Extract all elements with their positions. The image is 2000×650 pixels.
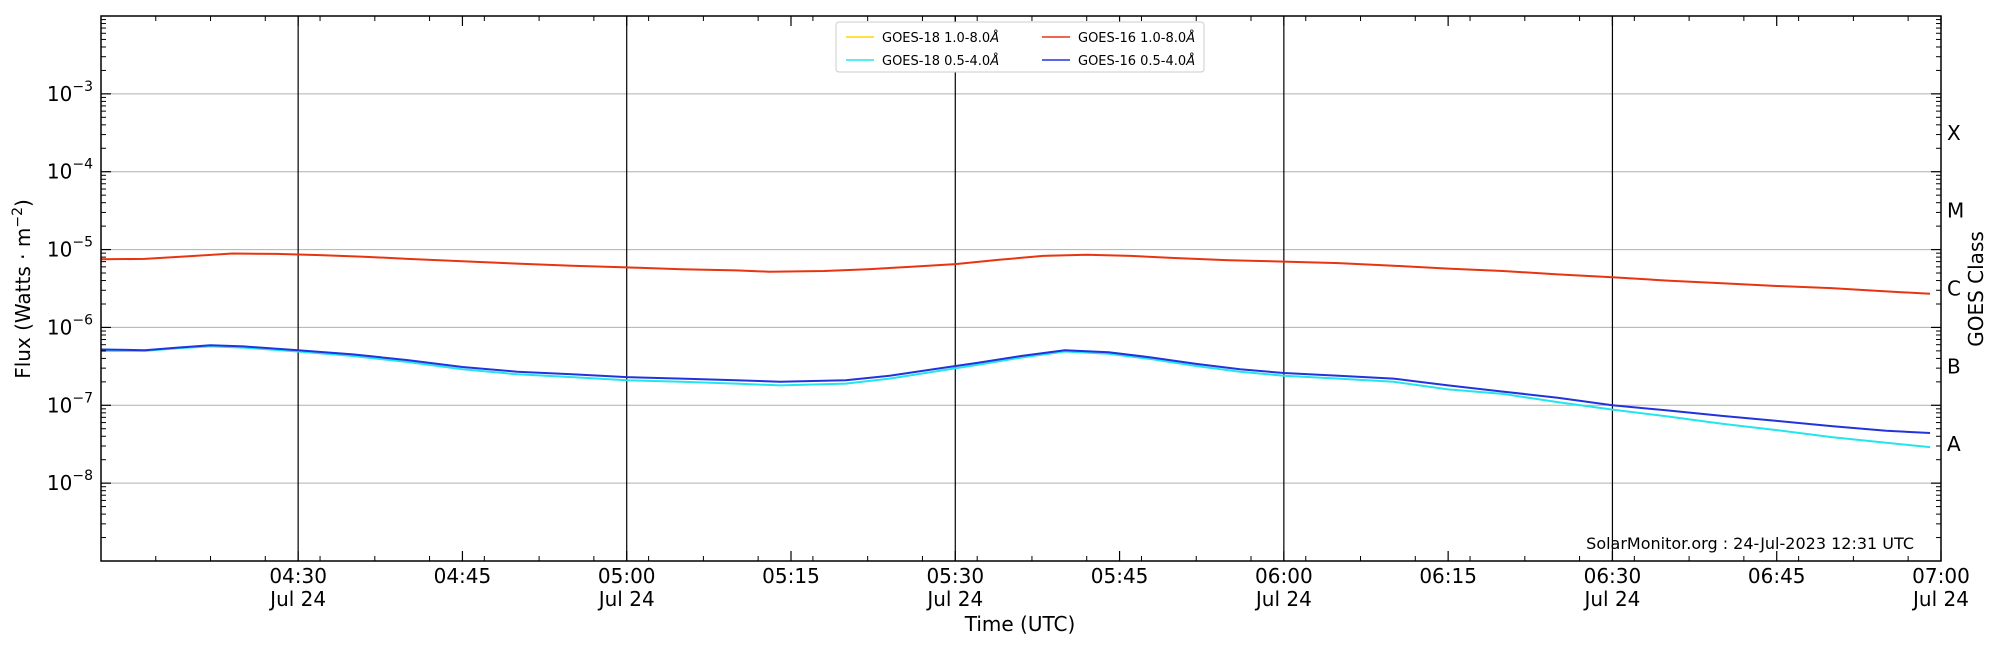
- x-tick-date-label: Jul 24: [925, 587, 983, 611]
- axis-ticks: [100, 16, 1942, 561]
- y-tick-labels: 10−810−710−610−510−410−3: [47, 79, 93, 495]
- x-tick-label: 06:00: [1255, 564, 1313, 588]
- y-tick-base: 10: [47, 315, 72, 339]
- goes-class-label: B: [1947, 354, 1961, 378]
- x-tick-label: 04:45: [434, 564, 492, 588]
- legend-label-text: GOES-18 0.5-4.0: [882, 54, 990, 69]
- series-line: [100, 344, 1931, 434]
- x-tick-date-label: Jul 24: [268, 587, 326, 611]
- y-tick-base: 10: [47, 160, 72, 184]
- grid-lines: [101, 16, 1941, 561]
- y-tick-label: 10−3: [47, 79, 93, 106]
- y-tick-label: 10−5: [47, 235, 93, 262]
- y-tick-base: 10: [47, 393, 72, 417]
- x-tick-label: 04:30: [269, 564, 327, 588]
- legend-label-text: GOES-16 0.5-4.0: [1078, 54, 1186, 69]
- y-axis-title: Flux (Watts · m−2): [10, 199, 35, 379]
- x-tick-date-label: Jul 24: [597, 587, 655, 611]
- goes-class-label: X: [1947, 121, 1961, 145]
- series-lines: [100, 252, 1931, 449]
- x-tick-label: 05:30: [926, 564, 984, 588]
- y-tick-base: 10: [47, 471, 72, 495]
- x-tick-label: 05:15: [762, 564, 820, 588]
- goes-class-label: M: [1947, 199, 1964, 223]
- legend-box: [835, 21, 1205, 73]
- series-line: [101, 345, 1931, 449]
- y-tick-base: 10: [47, 238, 72, 262]
- legend-label-unit: Å: [1185, 53, 1195, 69]
- legend-label-unit: Å: [989, 30, 999, 46]
- y-tick-exponent: −3: [72, 79, 93, 95]
- y-axis-title-exponent: −2: [10, 207, 26, 228]
- goes-class-label: A: [1947, 432, 1961, 456]
- x-tick-date-label: Jul 24: [1911, 587, 1969, 611]
- legend-label-text: GOES-16 1.0-8.0: [1078, 31, 1186, 46]
- x-tick-date-label: Jul 24: [1254, 587, 1312, 611]
- credit-text: SolarMonitor.org : 24-Jul-2023 12:31 UTC: [1586, 534, 1914, 553]
- y-tick-base: 10: [47, 82, 72, 106]
- x-axis-title: Time (UTC): [964, 612, 1076, 636]
- y-tick-label: 10−8: [47, 468, 93, 495]
- x-tick-label: 05:45: [1091, 564, 1149, 588]
- y-axis-title-text: Flux (Watts · m: [11, 228, 35, 379]
- y-tick-label: 10−6: [47, 312, 93, 339]
- y-tick-exponent: −8: [72, 468, 93, 484]
- legend-label: GOES-18 1.0-8.0Å: [882, 30, 999, 46]
- legend-label-unit: Å: [989, 53, 999, 69]
- y-tick-label: 10−7: [47, 390, 93, 417]
- x-tick-label: 06:15: [1419, 564, 1477, 588]
- legend-label: GOES-16 1.0-8.0Å: [1078, 30, 1195, 46]
- x-tick-date-label: Jul 24: [1582, 587, 1640, 611]
- x-tick-label: 05:00: [598, 564, 656, 588]
- goes-class-label: C: [1947, 277, 1961, 301]
- y-tick-exponent: −6: [72, 312, 93, 328]
- series-line: [100, 252, 1931, 295]
- plot-frame: [100, 15, 1942, 562]
- y-tick-exponent: −7: [72, 390, 93, 406]
- y-tick-exponent: −4: [72, 157, 93, 173]
- goes-class-labels: A B C M X: [1947, 121, 1964, 456]
- y-tick-exponent: −5: [72, 235, 93, 251]
- legend-label: GOES-18 0.5-4.0Å: [882, 53, 999, 69]
- x-tick-label: 07:00: [1912, 564, 1970, 588]
- y-axis-title-close: ): [11, 199, 35, 207]
- x-tick-label: 06:45: [1748, 564, 1806, 588]
- y2-axis-title: GOES Class: [1964, 231, 1988, 347]
- legend-label: GOES-16 0.5-4.0Å: [1078, 53, 1195, 69]
- y-tick-label: 10−4: [47, 157, 93, 184]
- legend-label-text: GOES-18 1.0-8.0: [882, 31, 990, 46]
- x-tick-label: 06:30: [1584, 564, 1642, 588]
- legend-label-unit: Å: [1185, 30, 1195, 46]
